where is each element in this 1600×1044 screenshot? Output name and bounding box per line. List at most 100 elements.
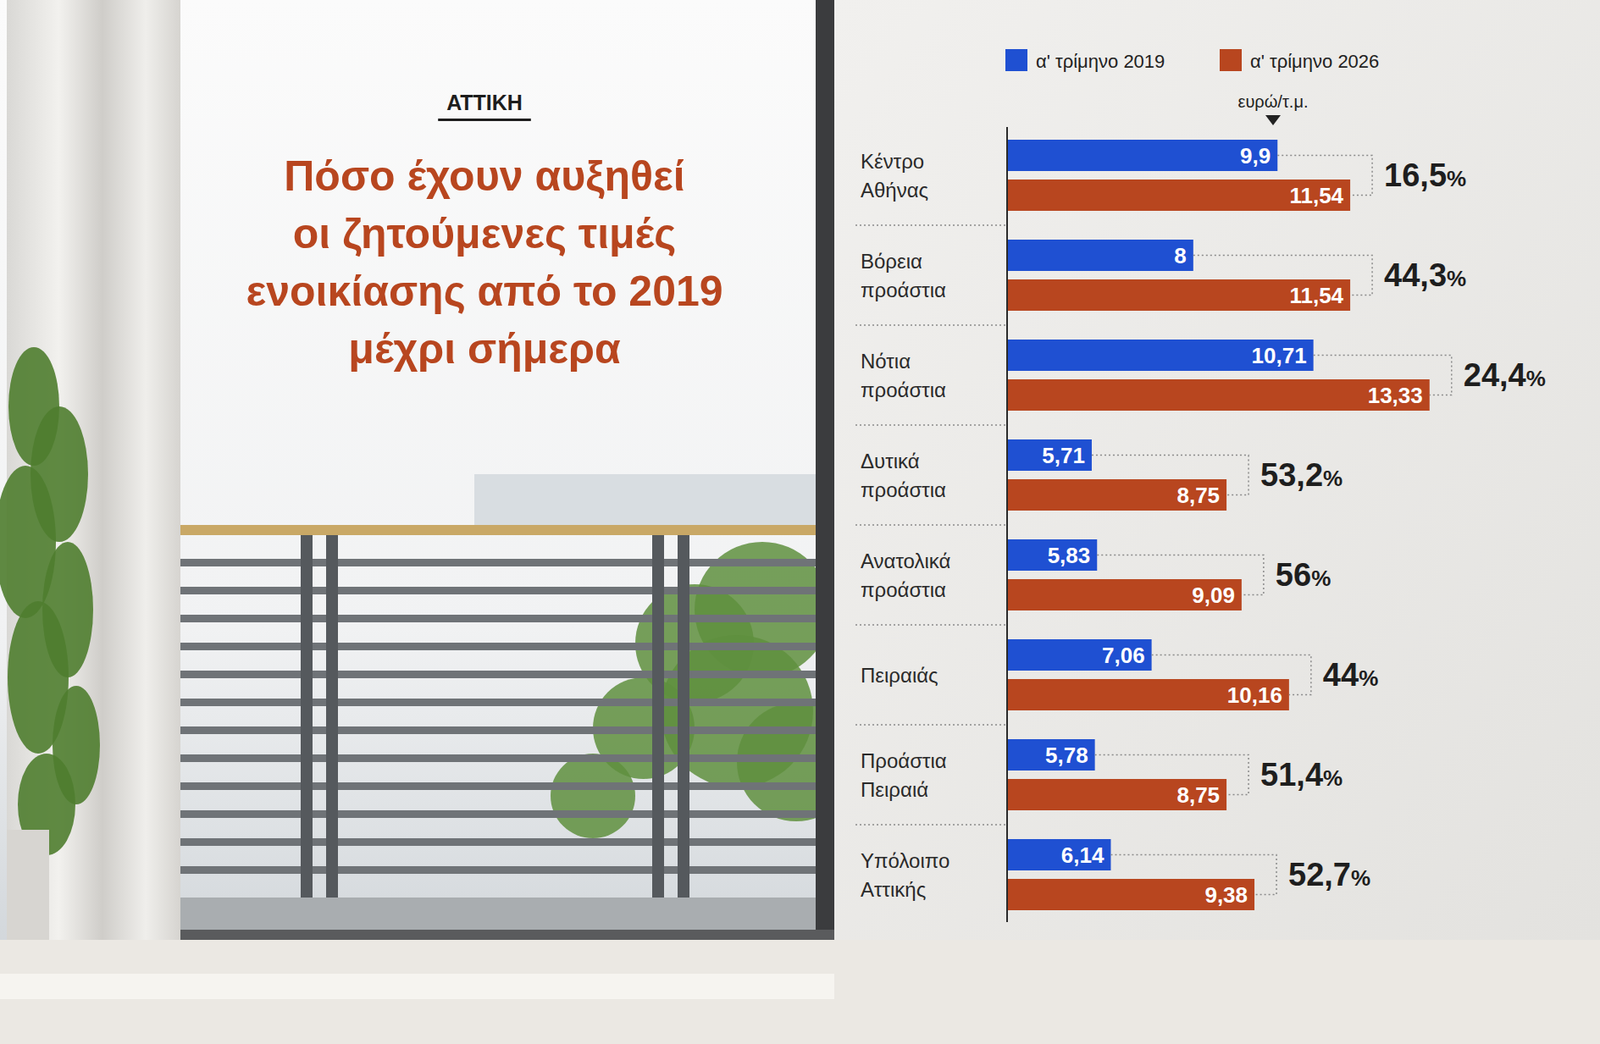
change-label: 16,5%: [1384, 157, 1467, 194]
category-line: προάστια: [860, 278, 947, 302]
separator: [855, 224, 1006, 227]
category-line: Αθήνας: [860, 178, 929, 202]
bracket-line: [1091, 455, 1249, 496]
category-line: Ανατολικά: [860, 549, 952, 573]
bar: [1007, 839, 1111, 871]
change-unit: %: [1323, 765, 1343, 792]
sky: [0, 0, 835, 1044]
rail-slat: [177, 810, 822, 819]
bracket-line: [1193, 255, 1373, 296]
bracket-line: [1095, 755, 1249, 796]
change-unit: %: [1358, 665, 1379, 692]
rail-post: [326, 535, 338, 900]
separator: [855, 424, 1006, 427]
subtitle-underline: [437, 118, 532, 122]
bar: [1007, 239, 1194, 272]
category-label: Βόρεια προάστια: [860, 249, 947, 302]
rail-slat: [177, 866, 822, 875]
data-label: 5,83: [1047, 542, 1091, 569]
data-label: 8,75: [1176, 782, 1220, 809]
change-label: 53,2%: [1260, 457, 1343, 493]
illustration: [0, 0, 856, 1044]
change-number: 44: [1323, 657, 1359, 693]
change-bracket: [1091, 455, 1249, 496]
bar: [1007, 479, 1227, 511]
rail-slat: [177, 726, 822, 735]
rail-slat: [177, 782, 822, 791]
category-label: ΠροάστιαΠειραιά: [860, 749, 947, 802]
rail-slat: [177, 838, 822, 847]
data-label: 9,38: [1204, 882, 1248, 908]
rail-slat: [177, 559, 822, 567]
rail-post: [677, 535, 690, 900]
change-unit: %: [1446, 166, 1467, 192]
change-unit: %: [1446, 265, 1467, 292]
chart-background: [834, 0, 1600, 941]
bracket-line: [1313, 355, 1452, 396]
data-label: 9,9: [1240, 143, 1271, 169]
rail-top: [177, 525, 822, 536]
rail-slat: [177, 614, 822, 623]
change-label: 24,4%: [1463, 357, 1546, 394]
change-number: 53,2: [1260, 457, 1324, 493]
category-line: προάστια: [860, 378, 947, 402]
change-number: 51,4: [1260, 757, 1324, 793]
category-line: προάστια: [860, 478, 947, 502]
bar: [1007, 439, 1092, 471]
separator: [855, 324, 1006, 327]
category-label: Νότια προάστια: [860, 349, 947, 402]
category-line: Νότια: [860, 349, 911, 373]
bracket-line: [1277, 155, 1373, 196]
bar: [1007, 539, 1097, 571]
category-line: Βόρεια: [860, 249, 923, 273]
rail-slat: [177, 586, 822, 595]
bar: [1007, 679, 1290, 711]
bar: [1007, 579, 1242, 611]
data-label: 10,16: [1227, 682, 1283, 709]
unit-label: ευρώ/τ.μ.: [1238, 92, 1309, 111]
bracket-line: [1110, 855, 1277, 896]
change-number: 56: [1275, 557, 1312, 593]
plant-pot: [6, 830, 50, 941]
separator: [855, 824, 1006, 826]
window-frame: [815, 0, 835, 941]
unit-arrow: [1265, 115, 1281, 126]
change-unit: %: [1526, 365, 1546, 392]
bar: [1007, 879, 1255, 911]
data-label: 11,54: [1289, 282, 1344, 309]
category-label: Δυτικάπροάστια: [860, 449, 947, 502]
bar: [1007, 339, 1314, 371]
change-unit: %: [1323, 465, 1343, 492]
tree: [550, 753, 636, 839]
category-line: Αττικής: [860, 878, 926, 902]
bracket-line: [1151, 655, 1312, 696]
data-label: 5,71: [1041, 442, 1086, 469]
change-unit: %: [1350, 865, 1371, 892]
separator: [855, 624, 1006, 626]
axis-line: [1006, 127, 1008, 923]
bar: [1007, 179, 1351, 211]
category-line: Υπόλοιπο: [860, 849, 950, 873]
data-label: 5,78: [1045, 742, 1089, 769]
change-label: 56%: [1275, 557, 1331, 593]
bar: [1007, 739, 1096, 771]
change-unit: %: [1311, 565, 1331, 592]
rail-post: [652, 535, 665, 900]
title-line: οι ζητούμενες τιμές: [293, 210, 676, 258]
category-line: Πειραιάς: [860, 664, 939, 687]
category-line: Προάστια: [860, 749, 947, 773]
rail-slat: [177, 642, 822, 651]
data-label: 10,71: [1251, 343, 1307, 369]
horizon: [474, 474, 818, 526]
labels: ΚέντροΑθήνας9,911,5416,5%Βόρειαπροάστια8…: [860, 143, 1546, 908]
legend-label: α' τρίμηνο 2019: [1035, 50, 1165, 72]
legend-swatch: [1005, 49, 1028, 72]
change-number: 16,5: [1384, 157, 1447, 194]
bar: [1007, 639, 1152, 671]
change-number: 24,4: [1463, 357, 1527, 394]
change-number: 44,3: [1384, 257, 1447, 294]
legend-label: α' τρίμηνο 2026: [1250, 50, 1379, 72]
category-label: Ανατολικάπροάστια: [860, 549, 952, 602]
bar: [1007, 139, 1278, 172]
change-label: 44%: [1323, 657, 1379, 693]
